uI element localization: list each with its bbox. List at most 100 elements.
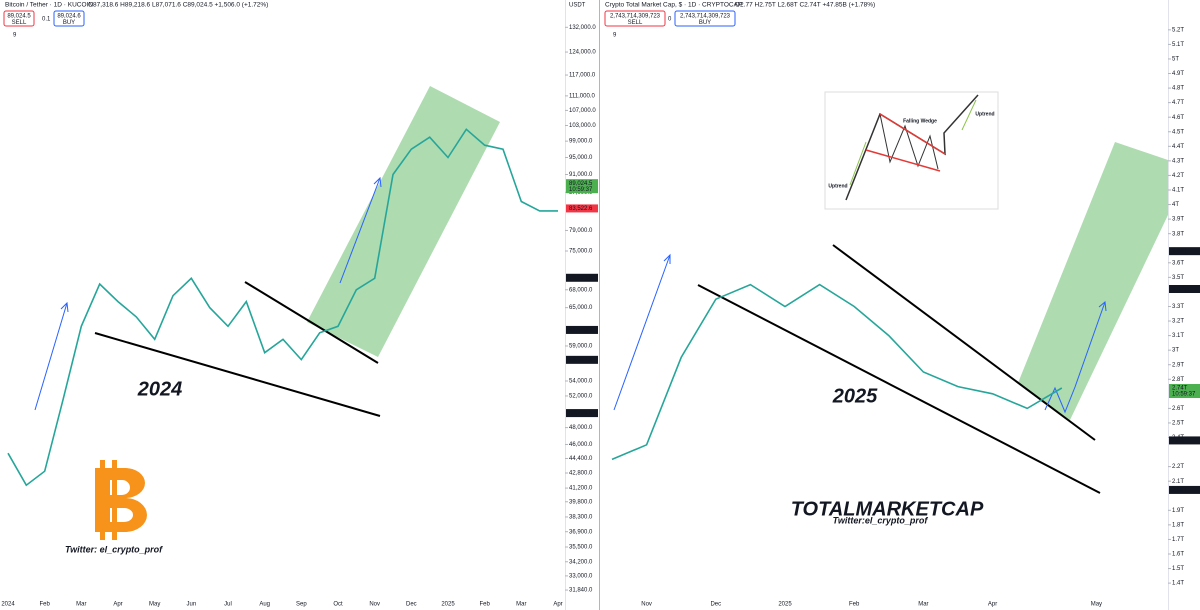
x-tick-label: Mar [516,602,526,608]
price-marker [1169,384,1200,399]
order-button[interactable] [3,10,35,27]
annotation: 2025 [832,385,878,407]
y-tick-label: 79,000.0 [569,228,593,234]
x-tick-label: Feb [479,602,490,608]
y-tick-label: 5T [1172,57,1179,63]
quantity: 0 [668,17,672,23]
x-tick-label: 2025 [441,602,455,608]
arrow-head [1098,301,1107,312]
y-tick-label: 95,000.0 [569,155,593,161]
y-tick-label: 4.2T [1172,173,1184,179]
y-tick-label: 99,000.0 [569,139,593,145]
y-tick-label: 3.9T [1172,217,1184,223]
price-marker-label: 70,094.8 [569,275,593,281]
y-tick-label: 111,000.0 [569,93,595,99]
y-tick-label: 54,000.0 [569,379,593,385]
y-tick-label: 3.5T [1172,275,1184,281]
inset-path [879,113,939,170]
price-marker-label: 49,795.5 [569,411,593,417]
y-tick-label: 3T [1172,348,1179,354]
y-tick-label: 3.1T [1172,333,1184,339]
axis-unit: USDT [569,3,586,9]
y-tick-label: 44,400.0 [569,456,593,462]
price-marker [1169,436,1200,445]
chart-title: Bitcoin / Tether · 1D · KUCOIN [5,2,93,9]
ohlc: O2.77 H2.75T L2.68T C2.74T +47.85B (+1.7… [735,2,875,9]
x-tick-label: Apr [988,602,997,608]
y-tick-label: 2.2T [1172,464,1184,470]
x-tick-label: Jun [186,602,196,608]
y-tick-label: 1.8T [1172,522,1184,528]
price-marker [566,409,598,418]
ohlc: O87,318.6 H89,218.6 L87,071.6 C89,024.5 … [88,2,268,9]
annotation: Twitter: el_crypto_prof [65,544,163,554]
arrow [339,177,381,284]
chart-title: Crypto Total Market Cap, $ · 1D · CRYPTO… [605,2,742,9]
y-tick-label: 4.7T [1172,100,1184,106]
price-marker-label: 2.74T [1172,386,1188,392]
price-marker [1169,485,1200,494]
x-tick-label: Apr [553,602,562,608]
trend-line [697,284,1101,494]
x-tick-label: Mar [76,602,86,608]
x-tick-label: Apr [113,602,122,608]
x-tick-label: Mar [918,602,928,608]
y-tick-label: 1.9T [1172,508,1184,514]
order-side: SELL [628,20,643,26]
annotation: Falling Wedge [903,118,937,124]
price-marker-label: 3.42T [1172,287,1188,293]
x-tick-label: Nov [369,602,380,608]
inset-arrow [961,99,977,131]
annotation: Twitter:el_crypto_prof [833,515,929,525]
y-tick-label: 59,000.0 [569,344,593,350]
price-marker [1169,285,1200,294]
order-button[interactable] [674,10,736,27]
price-marker [566,273,598,282]
y-tick-label: 75,000.0 [569,249,593,255]
x-tick-label: May [1091,602,1102,608]
bitcoin-logo [95,468,147,532]
quantity: 0.1 [42,17,51,23]
channel [307,86,500,357]
inset-line [865,149,941,172]
arrow-head [60,301,69,313]
y-tick-label: 3.2T [1172,319,1184,325]
y-tick-label: 124,000.0 [569,50,596,56]
price-marker [566,355,598,364]
price-marker [566,204,598,213]
indicator-count: 9 [13,33,17,39]
countdown: 10:59:37 [1172,392,1196,398]
x-tick-label: Oct [333,602,343,608]
y-tick-label: 1.6T [1172,552,1184,558]
y-tick-label: 91,000.0 [569,172,593,178]
x-tick-label: Jul [224,602,232,608]
arrow [1044,301,1106,414]
y-tick-label: 107,000.0 [569,108,596,114]
x-tick-label: Feb [39,602,50,608]
trend-line [244,281,379,364]
arrow [34,302,68,411]
price-marker-label: 83,522.6 [569,206,593,212]
y-tick-label: 117,000.0 [569,73,596,79]
price-marker-label: 61,440.3 [569,328,593,334]
x-tick-label: May [149,602,160,608]
x-tick-label: Dec [710,602,721,608]
y-tick-label: 31,840.0 [569,588,593,594]
channel [1018,142,1168,420]
x-tick-label: Nov [641,602,652,608]
order-price: 2,743,714,309,723 [610,14,661,20]
price-marker-label: 2.38T [1172,438,1188,444]
y-tick-label: 3.3T [1172,304,1184,310]
y-tick-label: 4.8T [1172,86,1184,92]
order-button[interactable] [53,10,85,27]
trend-line [94,332,381,417]
x-tick-label: 2025 [778,602,792,608]
y-tick-label: 4.9T [1172,71,1184,77]
y-tick-label: 5.2T [1172,27,1184,33]
order-button[interactable] [604,10,666,27]
y-tick-label: 4.1T [1172,188,1184,194]
y-tick-label: 34,200.0 [569,559,593,565]
order-price: 89,024.5 [7,14,31,20]
y-tick-label: 39,800.0 [569,499,593,505]
price-line [7,128,558,487]
